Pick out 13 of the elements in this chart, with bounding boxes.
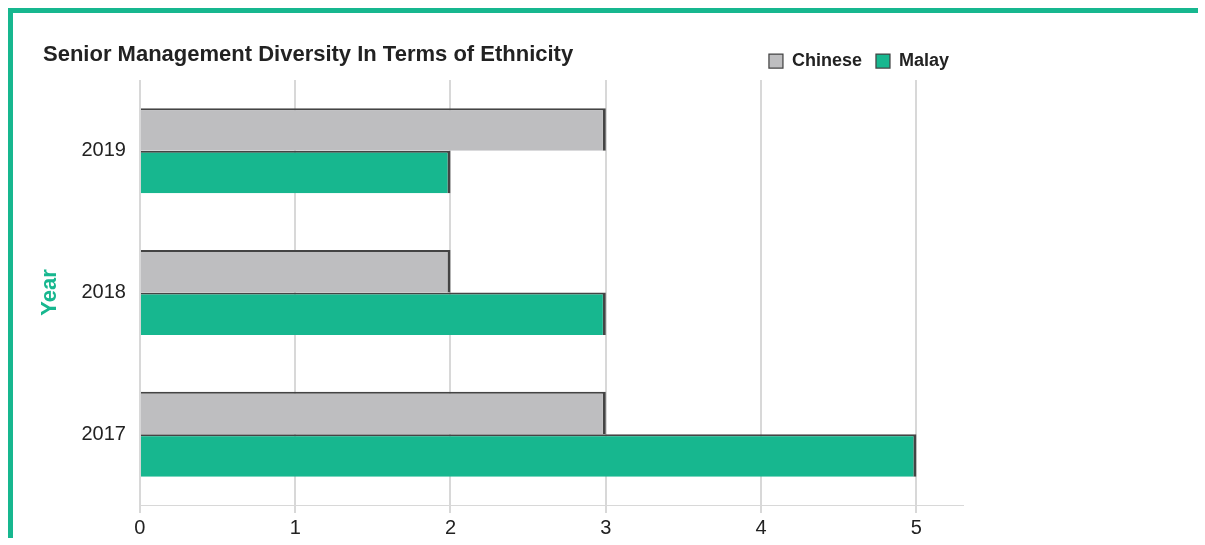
y-axis-title: Year [36,268,62,316]
legend-label: Chinese [791,49,862,70]
x-tick-label: 3 [600,515,612,538]
legend-label: Malay [898,49,949,70]
x-tick-label: 4 [755,515,767,538]
chart-title: Senior Management Diversity In Terms of Ethnicity [43,41,574,67]
x-tick-label: 5 [910,515,922,538]
y-tick-label: 2019 [81,138,126,161]
y-tick-label: 2018 [81,280,126,303]
y-tick-label: 2017 [81,421,126,444]
x-tick-label: 1 [289,515,301,538]
x-tick-label: 2 [444,515,457,538]
x-tick-label: 0 [134,515,146,538]
